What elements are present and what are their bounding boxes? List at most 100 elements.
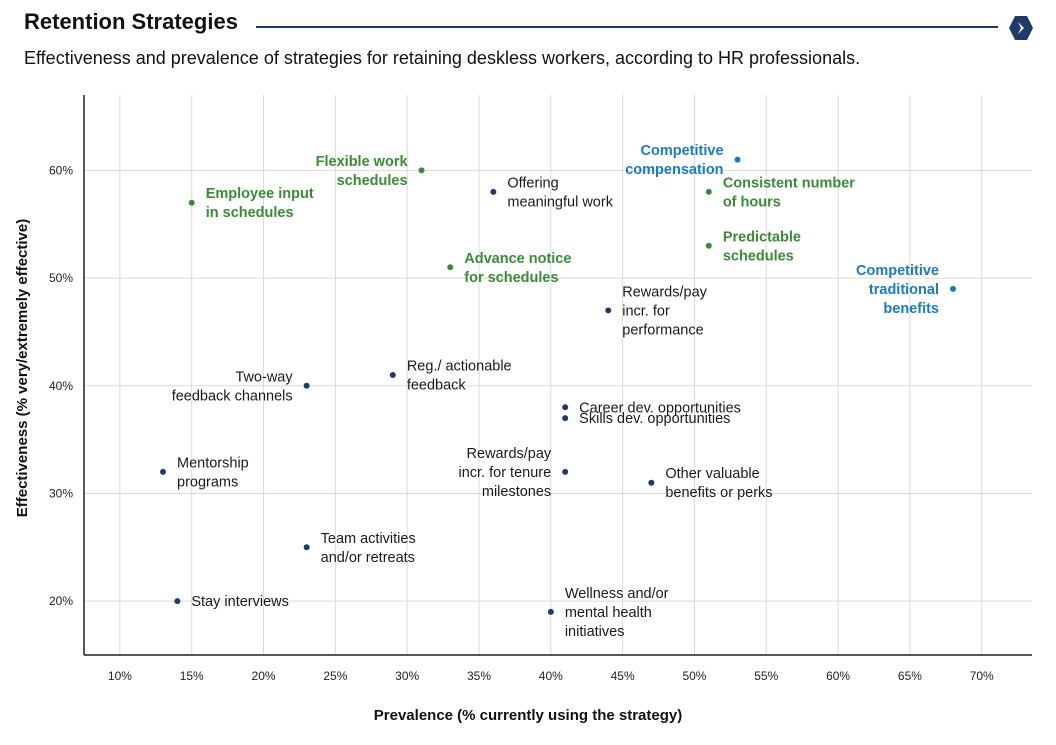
brand-logo-icon xyxy=(1009,16,1033,40)
data-point-advance-notice-for-schedules: Advance notice for schedules xyxy=(447,251,571,286)
data-point-competitive-compensation: Competitive compensation xyxy=(625,143,741,178)
point-label: Mentorship xyxy=(177,455,249,471)
data-point-wellness-and-or-mental-health-initiatives: Wellness and/or mental health initiatives xyxy=(547,586,669,640)
point-label: incr. for xyxy=(622,303,670,319)
point-marker xyxy=(389,372,396,378)
y-tick-label: 20% xyxy=(49,594,73,608)
point-marker xyxy=(562,415,569,422)
x-tick-label: 55% xyxy=(754,669,778,683)
point-marker xyxy=(160,468,166,475)
x-tick-label: 30% xyxy=(395,669,419,683)
point-label: of hours xyxy=(723,194,781,210)
y-axis-title: Effectiveness (% very/extremely effectiv… xyxy=(14,219,31,518)
point-label: Career dev. opportunities xyxy=(579,400,741,416)
point-label: Rewards/pay xyxy=(622,284,707,300)
x-tick-label: 65% xyxy=(898,669,922,683)
chart-subtitle: Effectiveness and prevalence of strategi… xyxy=(24,48,861,68)
data-point-flexible-work-schedules: Flexible work schedules xyxy=(316,154,425,189)
y-tick-label: 30% xyxy=(49,486,73,500)
point-label: Team activities xyxy=(321,531,416,547)
point-marker xyxy=(303,544,310,551)
x-tick-label: 60% xyxy=(826,669,850,683)
point-label: Reg./ actionable xyxy=(407,359,512,375)
y-tick-label: 50% xyxy=(49,271,73,285)
data-point-employee-input-in-schedules: Employee input in schedules xyxy=(188,186,314,221)
data-point-mentorship-programs: Mentorship programs xyxy=(160,455,249,490)
point-label: programs xyxy=(177,474,238,490)
point-label: Advance notice xyxy=(464,251,571,267)
x-tick-label: 35% xyxy=(467,669,491,683)
point-label: initiatives xyxy=(565,624,625,640)
point-label: Competitive xyxy=(856,263,939,279)
y-tick-label: 60% xyxy=(49,163,73,177)
x-tick-label: 10% xyxy=(108,669,132,683)
point-label: Flexible work xyxy=(316,154,409,170)
data-point-other-valuable-benefits-or-perks: Other valuable benefits or perks xyxy=(648,466,773,501)
data-point-reg-actionable-feedback: Reg./ actionable feedback xyxy=(389,359,512,394)
point-marker xyxy=(562,404,569,411)
data-point-predictable-schedules: Predictable schedules xyxy=(705,229,801,264)
data-point-rewards-pay-incr-for-tenure-milestones: Rewards/pay incr. for tenure milestones xyxy=(458,446,569,500)
point-marker xyxy=(174,598,181,605)
point-label: benefits or perks xyxy=(665,485,772,501)
data-point-rewards-pay-incr-for-performance: Rewards/pay incr. for performance xyxy=(605,284,708,338)
point-label: feedback channels xyxy=(172,388,293,404)
point-label: traditional xyxy=(869,282,939,298)
point-label: compensation xyxy=(625,162,723,178)
point-label: incr. for tenure xyxy=(458,465,551,481)
title-rule xyxy=(256,26,998,28)
point-label: Predictable xyxy=(723,229,801,245)
point-label: in schedules xyxy=(206,205,294,221)
point-marker xyxy=(705,188,712,195)
data-point-skills-dev-opportunities: Skills dev. opportunities xyxy=(562,411,730,427)
x-tick-label: 20% xyxy=(252,669,276,683)
point-marker xyxy=(734,156,741,163)
data-point-competitive-traditional-benefits: Competitive traditional benefits xyxy=(856,263,956,317)
y-tick-labels: 20% 30% 40% 50% 60% xyxy=(49,163,73,608)
data-point-two-way-feedback-channels: Two-way feedback channels xyxy=(172,369,310,404)
point-label: Wellness and/or xyxy=(565,586,669,602)
point-marker xyxy=(547,608,554,615)
point-marker xyxy=(188,199,195,206)
point-marker xyxy=(562,468,569,475)
x-tick-label: 45% xyxy=(611,669,635,683)
y-tick-label: 40% xyxy=(49,379,73,393)
point-label: Consistent number xyxy=(723,175,855,191)
data-point-team-activities-and-or-retreats: Team activities and/or retreats xyxy=(303,531,416,566)
point-marker xyxy=(490,188,497,195)
data-point-career-dev-opportunities: Career dev. opportunities xyxy=(562,400,741,416)
point-marker xyxy=(447,264,454,271)
x-tick-label: 40% xyxy=(539,669,563,683)
point-label: Offering xyxy=(507,175,558,191)
point-marker xyxy=(303,382,310,389)
point-marker xyxy=(418,167,425,174)
point-label: Two-way xyxy=(235,369,293,385)
point-marker xyxy=(950,285,956,292)
point-label: for schedules xyxy=(464,270,558,286)
point-label: Skills dev. opportunities xyxy=(579,411,730,427)
chart-axes xyxy=(83,95,1032,656)
point-label: Employee input xyxy=(206,186,314,202)
data-points: Flexible work schedules Employee input in s… xyxy=(160,143,956,640)
x-tick-label: 70% xyxy=(970,669,994,683)
point-label: meaningful work xyxy=(507,194,613,210)
x-tick-label: 25% xyxy=(323,669,347,683)
point-marker xyxy=(648,479,655,486)
x-tick-labels: 10% 15% 20% 25% 30% 35% 40% 45% 50% 55% 60% 65% 70% xyxy=(108,669,994,683)
chart-title: Retention Strategies xyxy=(24,9,238,34)
point-label: schedules xyxy=(337,173,408,189)
point-label: Other valuable xyxy=(665,466,759,482)
grid-lines xyxy=(84,95,1032,655)
data-point-offering-meaningful-work: Offering meaningful work xyxy=(490,175,614,210)
point-label: Rewards/pay xyxy=(467,446,552,462)
point-label: milestones xyxy=(482,484,551,500)
data-point-consistent-number-of-hours: Consistent number of hours xyxy=(705,175,855,210)
point-label: mental health xyxy=(565,605,652,621)
chart-header: Retention Strategies Effectiveness and p… xyxy=(0,0,1056,80)
point-label: Stay interviews xyxy=(191,594,289,610)
point-label: benefits xyxy=(883,301,939,317)
point-label: Competitive xyxy=(641,143,724,159)
point-label: feedback xyxy=(407,378,467,394)
point-marker xyxy=(705,242,712,249)
